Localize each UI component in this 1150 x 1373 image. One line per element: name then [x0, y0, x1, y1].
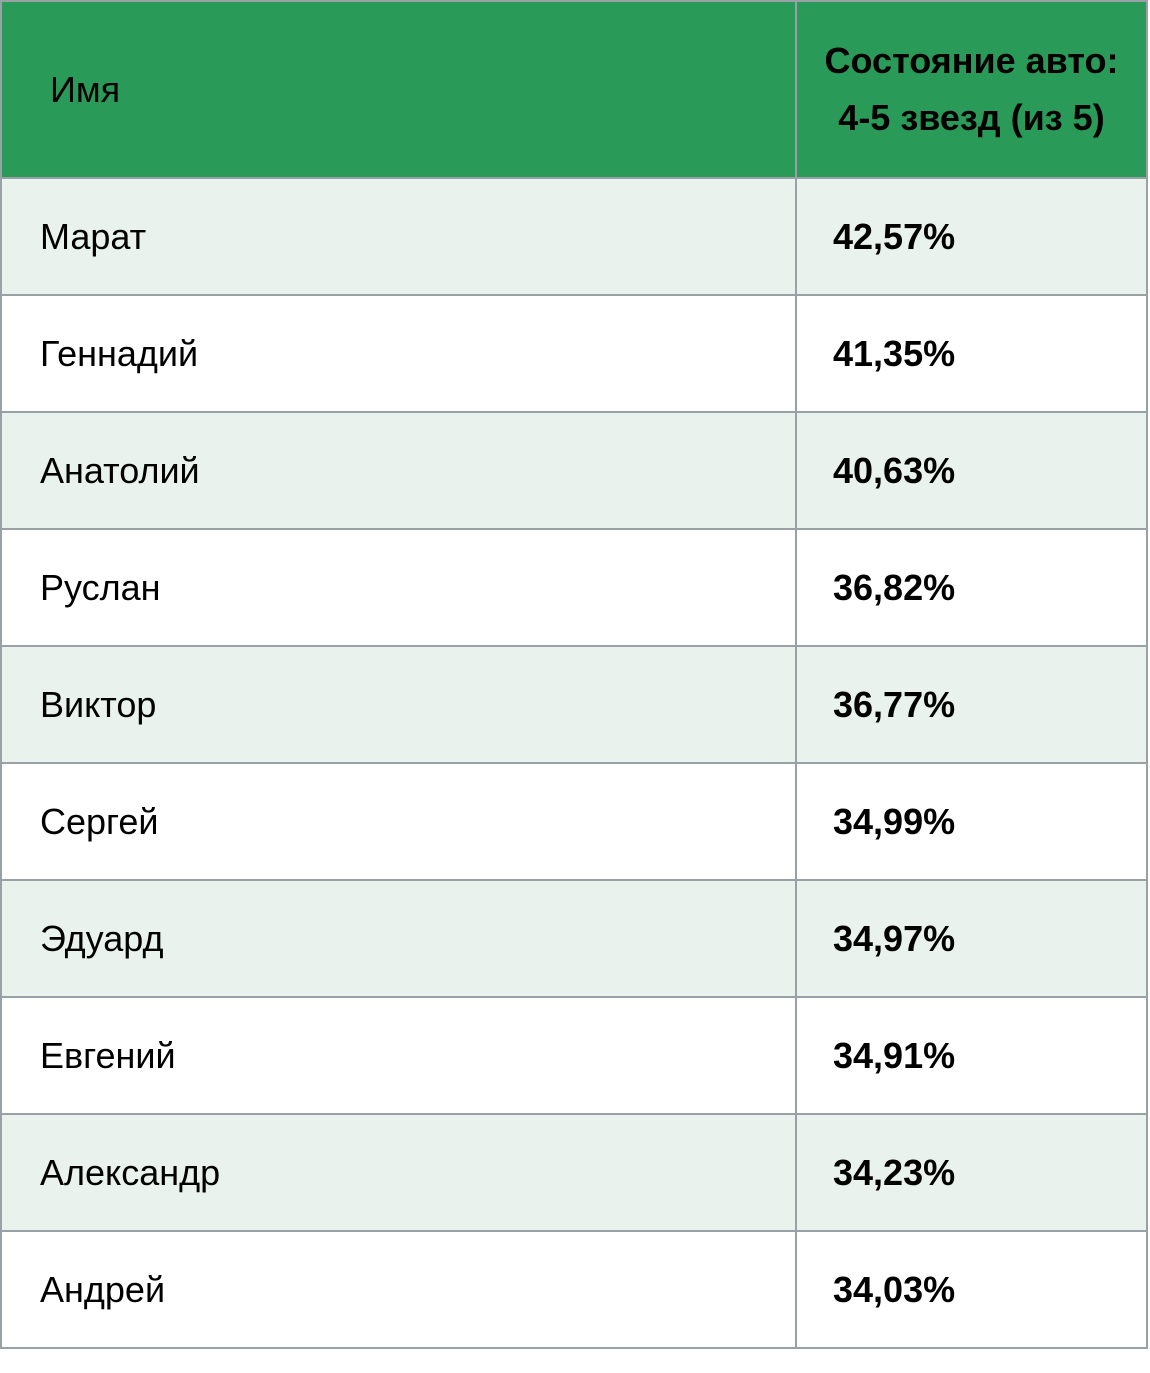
table-row: Руслан 36,82% [0, 528, 1148, 647]
name-cell: Геннадий [0, 294, 797, 413]
name-cell: Эдуард [0, 879, 797, 998]
name-cell: Виктор [0, 645, 797, 764]
table-header: Имя Состояние авто: 4-5 звезд (из 5) [0, 0, 1148, 179]
value-cell: 42,57% [795, 177, 1148, 296]
name-cell: Андрей [0, 1230, 797, 1349]
name-column-header: Имя [0, 0, 797, 179]
table-row: Виктор 36,77% [0, 645, 1148, 764]
value-cell: 40,63% [795, 411, 1148, 530]
table-row: Александр 34,23% [0, 1113, 1148, 1232]
name-cell: Анатолий [0, 411, 797, 530]
value-column-header: Состояние авто: 4-5 звезд (из 5) [795, 0, 1148, 179]
table-row: Андрей 34,03% [0, 1230, 1148, 1349]
table-row: Геннадий 41,35% [0, 294, 1148, 413]
name-cell: Евгений [0, 996, 797, 1115]
value-cell: 41,35% [795, 294, 1148, 413]
table-row: Анатолий 40,63% [0, 411, 1148, 530]
name-cell: Руслан [0, 528, 797, 647]
table-row: Эдуард 34,97% [0, 879, 1148, 998]
table-row: Сергей 34,99% [0, 762, 1148, 881]
value-cell: 34,23% [795, 1113, 1148, 1232]
table-body: Марат 42,57% Геннадий 41,35% Анатолий 40… [0, 177, 1148, 1349]
value-cell: 36,77% [795, 645, 1148, 764]
value-cell: 34,03% [795, 1230, 1148, 1349]
name-cell: Марат [0, 177, 797, 296]
value-column-header-line2: 4-5 звезд (из 5) [838, 96, 1105, 138]
value-cell: 34,99% [795, 762, 1148, 881]
value-column-header-line1: Состояние авто: [824, 40, 1119, 82]
value-cell: 36,82% [795, 528, 1148, 647]
table-row: Марат 42,57% [0, 177, 1148, 296]
name-cell: Сергей [0, 762, 797, 881]
table-row: Евгений 34,91% [0, 996, 1148, 1115]
name-cell: Александр [0, 1113, 797, 1232]
header-row: Имя Состояние авто: 4-5 звезд (из 5) [0, 0, 1148, 179]
value-cell: 34,97% [795, 879, 1148, 998]
value-cell: 34,91% [795, 996, 1148, 1115]
